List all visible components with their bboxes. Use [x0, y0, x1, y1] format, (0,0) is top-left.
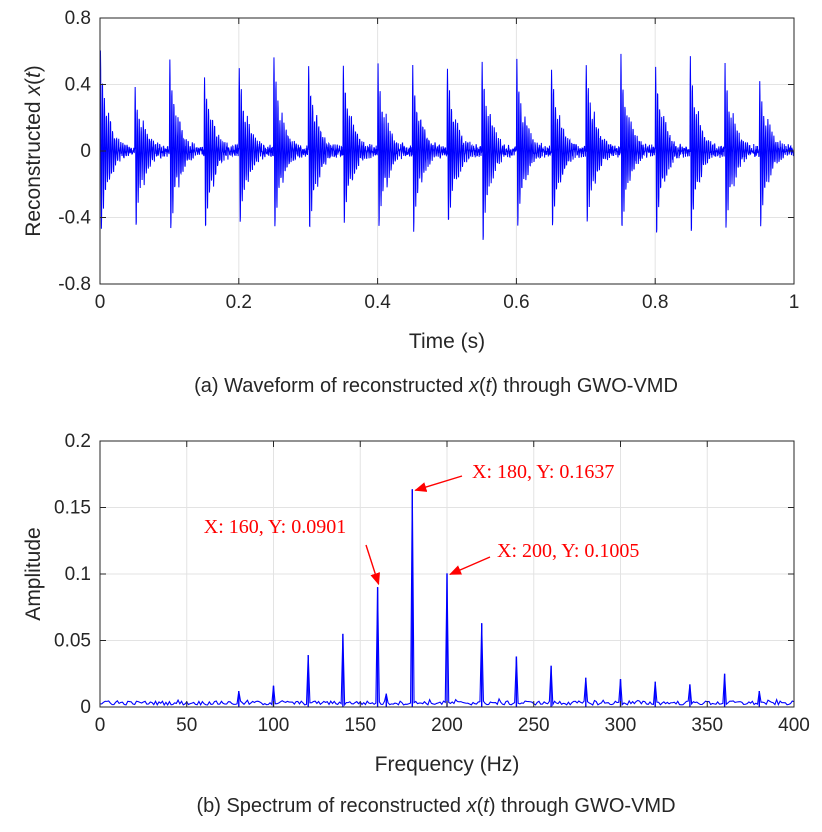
panel-b-caption-arg: t — [483, 795, 490, 817]
b-y-tick-label: 0.15 — [54, 498, 91, 519]
panel-b-spectrum: 0 50 100 150 200 250 300 350 400 0 0.05 0.1 0.15 0.2… — [22, 431, 810, 817]
a-y-tick-label: 0.4 — [65, 75, 92, 96]
panel-b-y-ticks: 0 0.05 0.1 0.15 0.2 — [54, 431, 794, 718]
panel-a-caption-paren-close: ) — [491, 375, 498, 397]
a-x-tick-label: 0.8 — [642, 292, 668, 313]
panel-a-y-ticks: -0.8 -0.4 0 0.4 0.8 — [58, 8, 794, 295]
b-y-tick-label: 0 — [80, 697, 91, 718]
panel-a-y-label-paren-close: ) — [22, 65, 45, 72]
b-x-tick-label: 400 — [778, 715, 810, 736]
panel-b-caption-var: x — [466, 795, 478, 817]
panel-b-y-axis-label: Amplitude — [22, 527, 45, 620]
panel-a-caption-arg: t — [486, 375, 493, 397]
a-y-tick-label: 0.8 — [65, 8, 91, 29]
panel-b-caption-paren-open: ( — [477, 795, 484, 817]
panel-a-y-label-var: x — [22, 84, 45, 97]
b-x-tick-label: 300 — [605, 715, 637, 736]
panel-a-y-axis-label: Reconstructed x(t) — [22, 65, 45, 237]
a-x-tick-label: 1 — [789, 292, 800, 313]
b-x-tick-label: 0 — [95, 715, 106, 736]
waveform-line — [99, 50, 795, 240]
b-x-tick-label: 50 — [176, 715, 197, 736]
panel-a-caption-suffix: through GWO-VMD — [498, 375, 678, 397]
panel-b-x-axis-label: Frequency (Hz) — [375, 753, 520, 776]
b-y-tick-label: 0.2 — [65, 431, 91, 452]
panel-a-caption: (a) Waveform of reconstructed x(t) throu… — [194, 375, 678, 397]
panel-a-y-label-prefix: Reconstructed — [22, 96, 45, 237]
panel-b-caption: (b) Spectrum of reconstructed x(t) throu… — [196, 795, 675, 817]
b-x-tick-label: 100 — [258, 715, 290, 736]
b-y-tick-label: 0.05 — [54, 631, 91, 652]
panel-a-caption-paren-open: ( — [479, 375, 486, 397]
b-x-tick-label: 150 — [344, 715, 376, 736]
panel-a-waveform: 0 0.2 0.4 0.6 0.8 1 -0.8-0.400.40.8 Time (s) … — [22, 8, 799, 397]
panel-b-series — [99, 489, 795, 707]
annotation-arrow — [449, 556, 491, 575]
a-y-tick-label: 0 — [80, 141, 91, 162]
panel-a-series — [99, 50, 795, 240]
a-y-tick-label: -0.4 — [58, 208, 91, 229]
panel-b-x-ticks: 0 50 100 150 200 250 300 350 400 — [95, 441, 810, 736]
panel-a-caption-prefix: (a) Waveform of reconstructed — [194, 375, 469, 397]
annotation-arrow — [365, 544, 380, 586]
panel-a-y-label-paren-open: ( — [22, 78, 45, 85]
annotation-label: X: 160, Y: 0.0901 — [204, 516, 346, 538]
panel-b-annotations: X: 160, Y: 0.0901 X: 180, Y: 0.1637 X: 200… — [204, 461, 639, 586]
annotation-label: X: 200, Y: 0.1005 — [497, 540, 639, 562]
panel-a-x-axis-label: Time (s) — [409, 330, 485, 353]
panel-b-caption-paren-close: ) — [489, 795, 496, 817]
annotation-label: X: 180, Y: 0.1637 — [472, 461, 614, 483]
a-y-tick-label: -0.8 — [58, 274, 91, 295]
b-x-tick-label: 250 — [518, 715, 550, 736]
panel-a-x-ticks: 0 0.2 0.4 0.6 0.8 1 — [95, 18, 800, 313]
panel-b-grid — [100, 441, 794, 707]
panel-a-y-label-arg: t — [22, 71, 45, 78]
b-y-tick-label: 0.1 — [65, 564, 91, 585]
panel-a-caption-var: x — [468, 375, 480, 397]
panel-b-caption-prefix: (b) Spectrum of reconstructed — [196, 795, 466, 817]
b-x-tick-label: 200 — [431, 715, 463, 736]
a-x-tick-label: 0.4 — [364, 292, 391, 313]
panel-b-caption-suffix: through GWO-VMD — [495, 795, 675, 817]
a-x-tick-label: 0 — [95, 292, 106, 313]
annotation-arrow — [414, 475, 463, 492]
b-x-tick-label: 350 — [691, 715, 723, 736]
a-x-tick-label: 0.2 — [226, 292, 252, 313]
a-x-tick-label: 0.6 — [503, 292, 529, 313]
